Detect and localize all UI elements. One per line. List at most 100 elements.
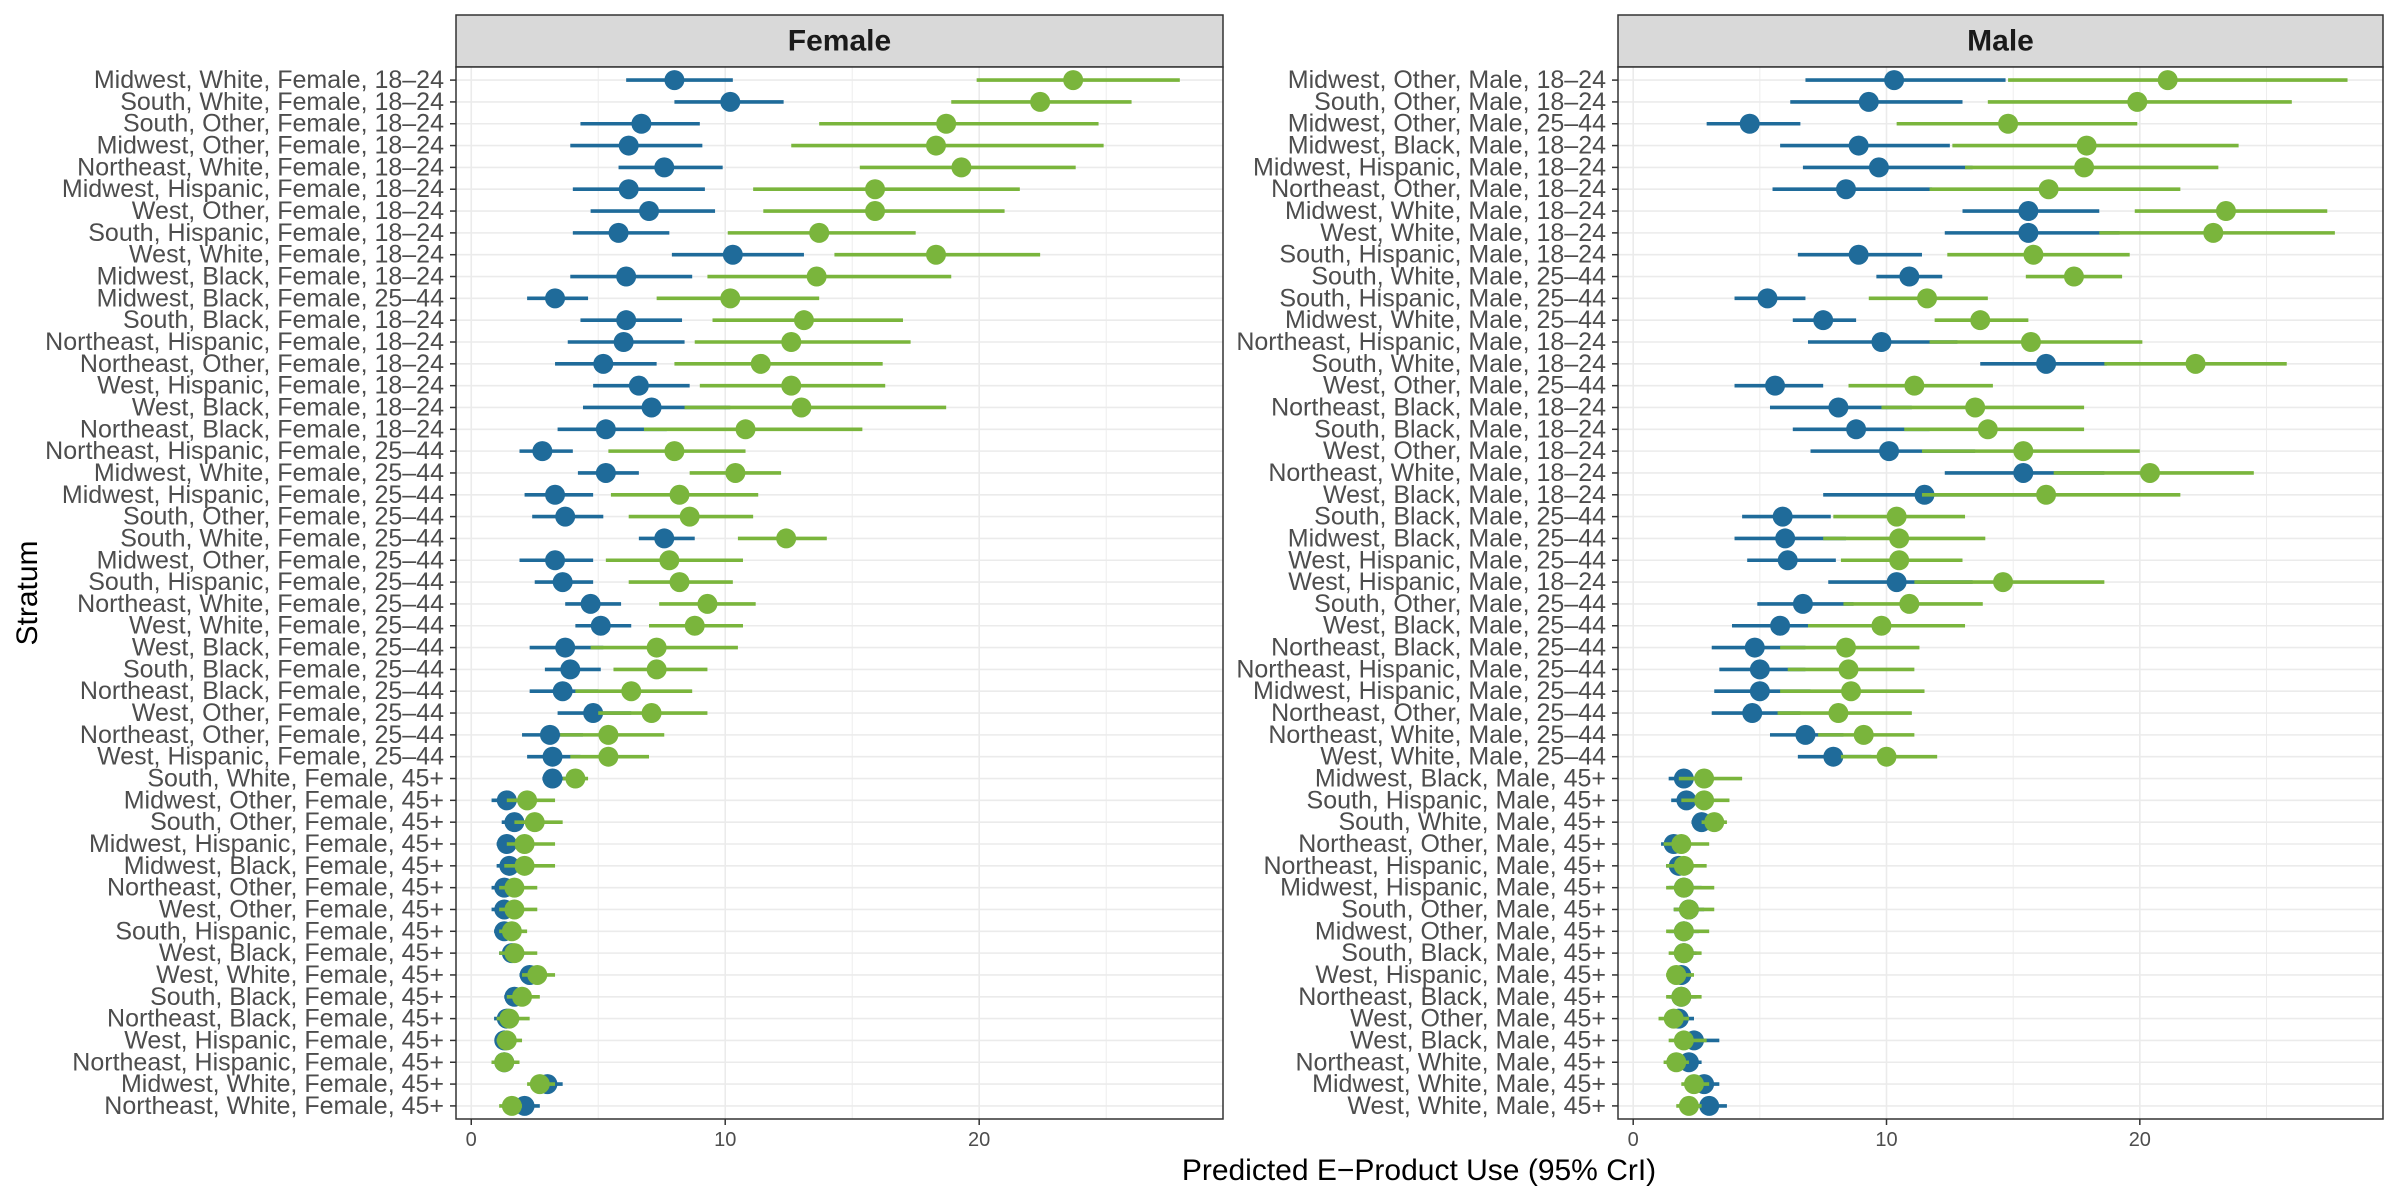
male-blue-point	[1749, 659, 1770, 680]
male-panel-background	[1618, 67, 2383, 1119]
female-green-point	[517, 790, 538, 811]
male-stratum-label: Northeast, White, Male, 18–24	[1268, 459, 1606, 487]
female-stratum-label: Midwest, Black, Female, 45+	[124, 852, 444, 880]
female-stratum-label: West, White, Female, 45+	[156, 961, 444, 989]
male-blue-point	[2013, 462, 2034, 483]
female-stratum-label: South, Other, Female, 45+	[150, 808, 444, 836]
male-green-point	[1876, 746, 1897, 767]
female-blue-point	[628, 375, 649, 396]
male-blue-point	[1828, 397, 1849, 418]
female-green-point	[669, 572, 690, 593]
male-green-point	[2074, 157, 2095, 178]
female-stratum-label: Midwest, White, Female, 18–24	[94, 66, 444, 94]
male-green-point	[2157, 70, 2178, 91]
male-blue-point	[1823, 746, 1844, 767]
male-green-point	[1666, 1052, 1687, 1073]
female-stratum-label: Northeast, Black, Female, 18–24	[80, 415, 444, 443]
female-stratum-label: Northeast, Black, Female, 45+	[107, 1005, 444, 1033]
female-blue-point	[583, 703, 604, 724]
female-green-point	[529, 1074, 550, 1095]
female-stratum-label: Midwest, Black, Female, 25–44	[97, 284, 444, 312]
male-green-point	[1673, 855, 1694, 876]
male-stratum-label: West, White, Male, 18–24	[1320, 219, 1606, 247]
male-green-point	[1683, 1074, 1704, 1095]
male-stratum-label: Midwest, Other, Male, 25–44	[1288, 110, 1606, 138]
female-blue-point	[555, 637, 576, 658]
female-stratum-label: South, Other, Female, 18–24	[123, 110, 444, 138]
female-stratum-label: South, White, Female, 45+	[147, 765, 444, 793]
male-blue-point	[1777, 550, 1798, 571]
male-stratum-label: Northeast, Other, Male, 45+	[1298, 830, 1606, 858]
male-blue-point	[1899, 266, 1920, 287]
male-green-point	[1917, 288, 1938, 309]
female-stratum-label: West, Hispanic, Female, 25–44	[97, 743, 444, 771]
female-green-point	[494, 1052, 515, 1073]
female-stratum-label: South, Hispanic, Female, 25–44	[88, 568, 444, 596]
female-blue-point	[616, 310, 637, 331]
female-green-point	[776, 528, 797, 549]
female-green-point	[598, 746, 619, 767]
male-stratum-label: Midwest, Other, Male, 45+	[1315, 917, 1606, 945]
female-green-point	[496, 1030, 517, 1051]
male-green-point	[1673, 921, 1694, 942]
female-green-point	[865, 201, 886, 222]
female-blue-point	[722, 244, 743, 265]
male-green-point	[2185, 353, 2206, 374]
male-blue-point	[1795, 724, 1816, 745]
male-blue-point	[1757, 288, 1778, 309]
female-stratum-label: South, White, Female, 25–44	[120, 524, 444, 552]
male-green-point	[1970, 310, 1991, 331]
female-green-point	[499, 1008, 520, 1029]
female-blue-point	[496, 833, 517, 854]
female-strip	[455, 14, 1224, 68]
female-stratum-label: Northeast, Other, Female, 45+	[107, 874, 444, 902]
female-green-point	[781, 375, 802, 396]
male-green-point	[1673, 877, 1694, 898]
female-stratum-label: West, Black, Female, 45+	[159, 939, 444, 967]
female-green-point	[750, 353, 771, 374]
female-stratum-label: Midwest, Hispanic, Female, 45+	[89, 830, 444, 858]
female-stratum-label: West, Black, Female, 25–44	[132, 634, 444, 662]
female-green-point	[646, 637, 667, 658]
female-stratum-label: South, Hispanic, Female, 18–24	[88, 219, 444, 247]
male-stratum-label: South, Black, Male, 45+	[1341, 939, 1606, 967]
male-x-tick-label: 20	[2129, 1129, 2151, 1151]
female-green-point	[504, 877, 525, 898]
female-stratum-label: West, Hispanic, Female, 45+	[124, 1026, 444, 1054]
male-blue-point	[1813, 310, 1834, 331]
male-green-point	[2013, 441, 2034, 462]
female-stratum-label: Northeast, Other, Female, 25–44	[80, 721, 444, 749]
female-stratum-label: Midwest, Hispanic, Female, 18–24	[62, 175, 444, 203]
female-blue-point	[608, 222, 629, 243]
female-blue-point	[532, 441, 553, 462]
female-blue-point	[595, 462, 616, 483]
male-green-point	[1889, 550, 1910, 571]
male-blue-point	[1792, 593, 1813, 614]
male-green-point	[2139, 462, 2160, 483]
male-green-point	[2036, 484, 2057, 505]
male-green-point	[1993, 572, 2014, 593]
male-stratum-label: South, Hispanic, Male, 18–24	[1279, 241, 1606, 269]
female-blue-point	[580, 593, 601, 614]
female-stratum-label: South, Black, Female, 45+	[150, 983, 444, 1011]
female-blue-point	[542, 746, 563, 767]
male-green-point	[2215, 201, 2236, 222]
male-green-point	[1671, 833, 1692, 854]
y-axis-title: Stratum	[11, 540, 44, 645]
female-stratum-label: Northeast, Hispanic, Female, 18–24	[45, 328, 444, 356]
male-stratum-label: Northeast, Hispanic, Male, 18–24	[1236, 328, 1606, 356]
female-green-point	[720, 288, 741, 309]
female-blue-point	[593, 353, 614, 374]
male-stratum-label: South, White, Male, 25–44	[1311, 263, 1606, 291]
male-green-point	[1841, 681, 1862, 702]
male-strip	[1617, 14, 2384, 68]
male-blue-point	[1742, 703, 1763, 724]
female-green-point	[806, 266, 827, 287]
male-green-point	[1889, 528, 1910, 549]
male-stratum-label: Midwest, White, Male, 18–24	[1285, 197, 1606, 225]
male-x-tick-label: 0	[1628, 1129, 1639, 1151]
female-green-point	[926, 135, 947, 156]
female-green-point	[514, 855, 535, 876]
female-green-point	[809, 222, 830, 243]
